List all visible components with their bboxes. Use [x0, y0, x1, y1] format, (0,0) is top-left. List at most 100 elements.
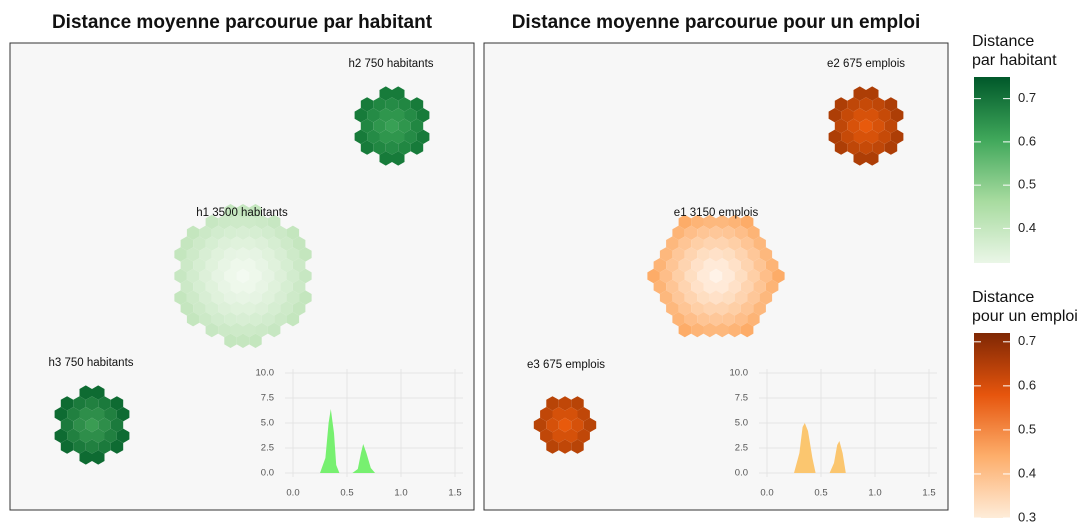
hex-cell: [354, 129, 368, 144]
hex-cell: [280, 258, 293, 273]
hex-cell: [884, 118, 898, 134]
hex-cell: [230, 322, 243, 338]
hex-cell: [740, 279, 754, 294]
hex-cell: [728, 214, 741, 230]
hex-cell: [884, 97, 898, 112]
hex-cell: [678, 214, 692, 230]
hex-cell: [180, 301, 194, 316]
hex-cell: [218, 301, 231, 316]
hex-cell: [666, 258, 679, 273]
cluster-label: e2 675 emplois: [827, 58, 905, 70]
hex-cluster: [354, 86, 430, 166]
hex-cell: [230, 214, 243, 230]
hex-cell: [866, 108, 879, 123]
hex-cell: [691, 258, 704, 273]
hex-cell: [180, 236, 194, 251]
panel-title: Distance moyenne parcourue pour un emplo…: [512, 12, 921, 33]
hex-cell: [716, 258, 729, 273]
hex-cell: [678, 279, 692, 294]
hex-cell: [286, 225, 300, 240]
legend-tick-label: 0.5: [1018, 421, 1036, 436]
hex-cell: [672, 247, 685, 262]
hex-cell: [734, 312, 748, 327]
hex-cell: [379, 129, 392, 144]
hex-cell: [267, 301, 281, 316]
hex-cell: [211, 225, 225, 240]
density-area: [794, 423, 846, 473]
hex-cell: [828, 108, 842, 123]
hex-cell: [243, 279, 256, 294]
hex-cell: [261, 268, 275, 284]
hex-cell: [859, 97, 873, 112]
hex-cell: [841, 129, 854, 144]
legend-title: Distance: [972, 289, 1034, 306]
y-tick-label: 10.0: [730, 368, 749, 379]
hex-cell: [834, 97, 848, 112]
legend-tick-label: 0.5: [1018, 177, 1036, 192]
cluster-label: h1 3500 habitants: [196, 207, 288, 219]
hex-cell: [740, 214, 754, 230]
hex-cell: [243, 236, 256, 251]
hex-cell: [728, 279, 741, 294]
hex-cell: [280, 279, 293, 294]
hex-cell: [193, 258, 206, 273]
hex-cell: [236, 290, 250, 305]
hex-cell: [558, 439, 572, 454]
hex-cell: [79, 385, 92, 400]
hex-cell: [398, 140, 411, 155]
hex-cell: [255, 322, 268, 338]
cluster-label: h2 750 habitants: [348, 58, 433, 70]
hex-cell: [716, 279, 729, 294]
hex-cell: [236, 312, 250, 327]
y-tick-label: 7.5: [735, 393, 748, 404]
hex-cell: [292, 279, 306, 294]
hex-cell: [249, 225, 262, 240]
hex-cell: [255, 236, 268, 251]
hex-cell: [60, 417, 74, 433]
y-tick-label: 0.0: [735, 468, 748, 479]
hex-cell: [703, 322, 716, 338]
y-tick-label: 2.5: [735, 443, 748, 454]
hex-cell: [79, 407, 92, 422]
hex-cell: [565, 407, 578, 422]
hex-cell: [703, 301, 716, 316]
hex-cell: [274, 290, 287, 305]
hex-cell: [716, 214, 729, 230]
hex-cell: [697, 290, 710, 305]
hex-cell: [205, 279, 219, 294]
hex-cell: [728, 258, 741, 273]
legend-tick-label: 0.7: [1018, 90, 1036, 105]
hex-cell: [73, 439, 86, 454]
cluster-label: e1 3150 emplois: [674, 207, 759, 219]
hex-cell: [85, 417, 99, 433]
hex-cell: [286, 290, 300, 305]
hex-cell: [647, 268, 660, 284]
hex-cell: [79, 428, 92, 443]
hex-cell: [697, 268, 710, 284]
hex-cell: [734, 225, 748, 240]
hex-cell: [274, 312, 287, 327]
hex-cluster: [54, 385, 130, 465]
hex-cell: [577, 407, 590, 422]
hex-cell: [261, 312, 275, 327]
hex-cell: [54, 428, 68, 443]
hex-cell: [659, 247, 673, 262]
hex-cell: [205, 236, 219, 251]
legend-tick-label: 0.4: [1018, 465, 1036, 480]
hex-cell: [392, 108, 405, 123]
hex-cell: [709, 225, 723, 240]
hex-cell: [691, 214, 704, 230]
hex-cell: [104, 428, 117, 443]
hex-cell: [853, 108, 866, 123]
hex-cell: [398, 118, 411, 134]
hex-cell: [759, 290, 773, 305]
hex-cell: [73, 396, 86, 411]
hex-cell: [230, 236, 243, 251]
hex-cell: [230, 258, 243, 273]
hex-cell: [847, 140, 860, 155]
hex-cell: [193, 236, 206, 251]
hex-cell: [716, 322, 729, 338]
hex-cell: [92, 428, 105, 443]
hex-cell: [672, 268, 685, 284]
hex-cell: [884, 140, 898, 155]
